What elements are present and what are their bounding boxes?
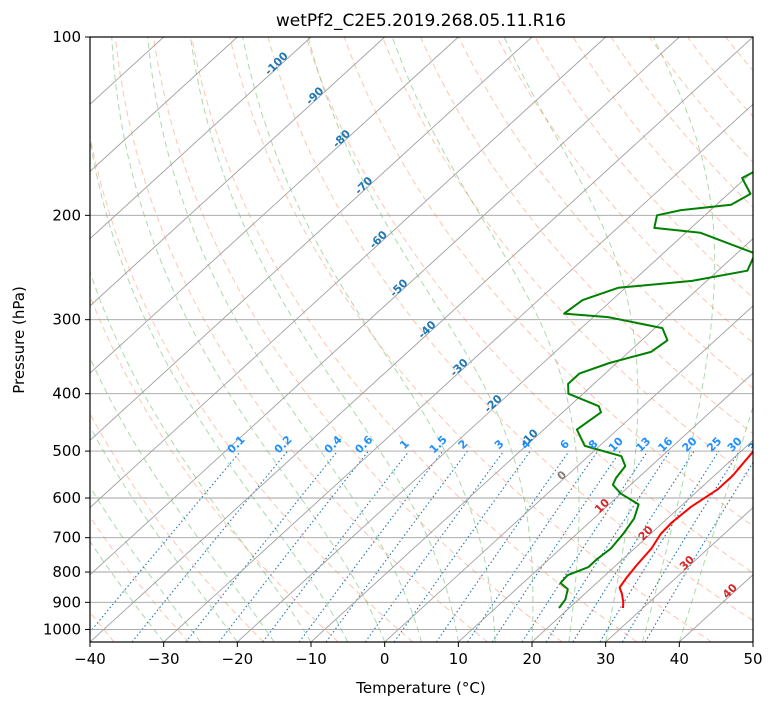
chart-title: wetPf2_C2E5.2019.268.05.11.R16 — [276, 11, 566, 31]
y-tick-label: 200 — [52, 206, 81, 224]
y-axis-label: Pressure (hPa) — [10, 286, 28, 394]
y-tick-label: 900 — [52, 593, 81, 611]
y-tick-label: 400 — [52, 385, 81, 403]
y-tick-label: 300 — [52, 311, 81, 329]
x-axis-label: Temperature (°C) — [355, 679, 485, 697]
x-tick-label: −10 — [295, 650, 327, 668]
y-tick-label: 700 — [52, 529, 81, 547]
x-tick-label: 0 — [380, 650, 390, 668]
y-tick-label: 500 — [52, 442, 81, 460]
x-tick-label: 40 — [670, 650, 689, 668]
y-tick-label: 800 — [52, 563, 81, 581]
x-tick-label: 20 — [522, 650, 541, 668]
x-tick-label: 30 — [596, 650, 615, 668]
x-tick-label: −40 — [74, 650, 106, 668]
x-tick-label: 10 — [449, 650, 468, 668]
x-tick-label: −20 — [222, 650, 254, 668]
y-tick-label: 1000 — [43, 620, 81, 638]
y-tick-label: 600 — [52, 489, 81, 507]
x-tick-label: 50 — [743, 650, 762, 668]
x-tick-label: −30 — [148, 650, 180, 668]
y-tick-label: 100 — [52, 28, 81, 46]
